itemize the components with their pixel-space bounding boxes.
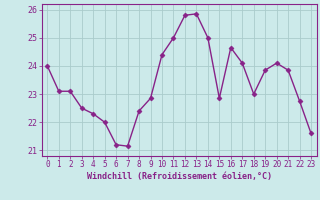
X-axis label: Windchill (Refroidissement éolien,°C): Windchill (Refroidissement éolien,°C) xyxy=(87,172,272,181)
